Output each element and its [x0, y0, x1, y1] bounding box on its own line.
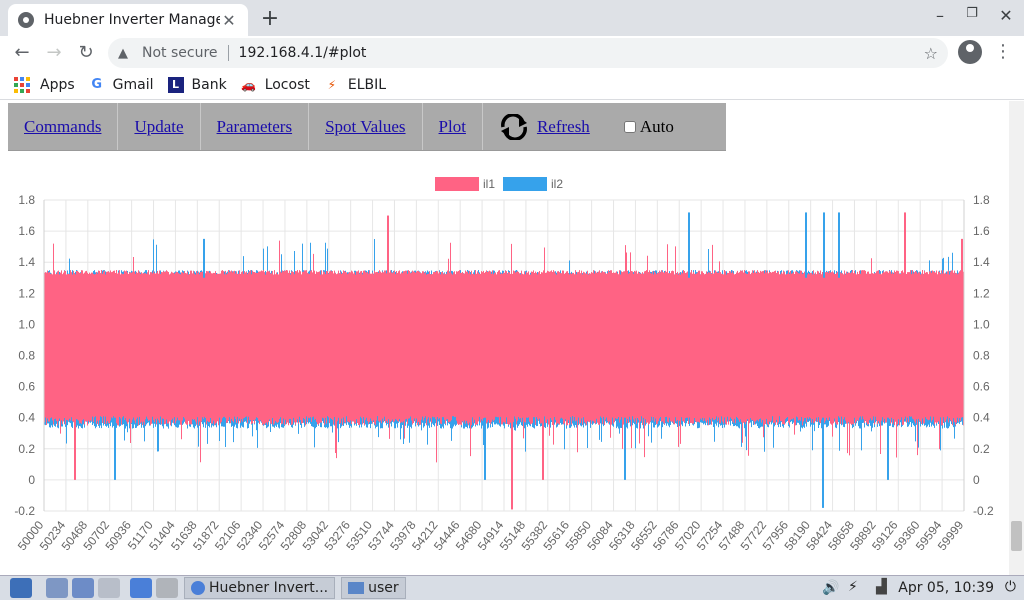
menu-kebab-icon[interactable]: ⋮ [994, 41, 1012, 62]
chart-legend: il1 il2 [435, 177, 563, 191]
chromium-icon[interactable] [130, 578, 152, 598]
browser-toolbar: ← → ↻ ▲ Not secure 192.168.4.1/#plot ☆ [0, 36, 1024, 70]
inverter-nav-menu: Commands Update Parameters Spot Values P… [8, 103, 726, 151]
network-icon[interactable]: ▟ [876, 579, 887, 595]
y-tick-label-right: 1.4 [973, 255, 990, 269]
y-tick-label-left: 1.0 [18, 317, 35, 331]
legend-label: il1 [483, 177, 495, 191]
address-bar[interactable]: ▲ Not secure 192.168.4.1/#plot ☆ [108, 38, 948, 68]
bank-icon: L [167, 76, 184, 93]
y-tick-label-right: 1.8 [973, 193, 990, 207]
y-tick-label-left: 0.2 [18, 442, 35, 456]
y-tick-label-right: 0.2 [973, 442, 990, 456]
nav-plot-link[interactable]: Plot [423, 103, 483, 150]
elbil-icon: ⚡ [327, 77, 337, 92]
close-tab-icon[interactable]: ✕ [222, 11, 236, 30]
y-tick-label-left: 0.6 [18, 380, 35, 394]
auto-checkbox[interactable] [623, 120, 636, 133]
y-tick-label-right: 1.0 [973, 317, 990, 331]
page-scrollbar[interactable] [1009, 101, 1024, 575]
y-tick-label-right: 0 [973, 473, 980, 487]
clock: Apr 05, 10:39 [898, 580, 994, 596]
legend-label: il2 [551, 177, 563, 191]
y-tick-label-left: 1.2 [18, 286, 35, 300]
plot-chart: 1.8 1.8 1.6 1.6 1.4 1.4 1.2 1.2 1.0 1.0 0.8 0.8 0.6 0… [14, 177, 994, 553]
y-tick-label-right: 1.6 [973, 224, 990, 238]
file-manager-icon[interactable] [46, 578, 68, 598]
star-icon[interactable]: ☆ [923, 43, 938, 63]
minimize-button[interactable]: – [936, 6, 944, 25]
legend-swatch [435, 177, 479, 191]
restore-button[interactable]: ❐ [966, 6, 978, 21]
y-tick-label-right: 0.4 [973, 411, 990, 425]
y-tick-label-left: 1.8 [18, 193, 35, 207]
bookmark-elbil[interactable]: ⚡ ELBIL [324, 77, 386, 93]
y-tick-label-right: 0.8 [973, 349, 990, 363]
apps-grid-icon [14, 76, 30, 93]
y-tick-label-left: -0.2 [14, 504, 35, 518]
bookmark-locost[interactable]: 🚗 Locost [241, 77, 310, 93]
browser-tab[interactable]: Huebner Inverter Manage ✕ [8, 4, 248, 36]
bookmark-gmail[interactable]: G Gmail [89, 76, 154, 93]
globe-icon [18, 12, 34, 28]
start-menu-icon[interactable] [10, 578, 32, 598]
bookmark-label: Apps [40, 76, 75, 93]
new-tab-button[interactable]: + [260, 6, 280, 31]
auto-refresh-toggle[interactable]: Auto [623, 103, 674, 150]
url-text[interactable]: 192.168.4.1/#plot [238, 45, 367, 61]
not-secure-label: Not secure [142, 45, 218, 61]
browser-launcher-icon[interactable] [72, 578, 94, 598]
chromium-icon [191, 581, 205, 595]
power-bolt-icon[interactable]: ⚡ [848, 579, 858, 595]
back-arrow-icon[interactable]: ← [14, 42, 30, 63]
refresh-link[interactable]: Refresh [536, 116, 590, 136]
y-tick-label-right: -0.2 [973, 504, 994, 518]
reload-icon[interactable]: ↻ [78, 42, 94, 63]
power-icon[interactable]: ⏻ [1004, 579, 1016, 595]
y-tick-label-left: 0 [28, 473, 35, 487]
y-tick-label-left: 1.4 [18, 255, 35, 269]
tab-title: Huebner Inverter Manage [44, 12, 220, 28]
taskbar-task-browser[interactable]: Huebner Invert... [184, 577, 336, 599]
terminal-icon[interactable] [98, 578, 120, 598]
auto-label: Auto [639, 116, 674, 136]
scrollbar-thumb[interactable] [1011, 521, 1022, 551]
task-label: user [368, 580, 399, 596]
y-tick-label-right: 0.6 [973, 380, 990, 394]
os-taskbar: Huebner Invert... user 🔊 ⚡ ▟ Apr 05, 10:… [0, 575, 1024, 600]
y-tick-label-right: 1.2 [973, 286, 990, 300]
bookmark-label: Gmail [112, 76, 154, 93]
volume-icon[interactable]: 🔊 [822, 580, 840, 596]
divider [227, 45, 229, 61]
page-content: Commands Update Parameters Spot Values P… [0, 101, 1024, 575]
chart-series [44, 212, 964, 510]
bookmarks-bar: Apps G Gmail L Bank 🚗 Locost ⚡ ELBIL [0, 70, 1024, 100]
nav-update-link[interactable]: Update [118, 103, 201, 150]
tab-strip: Huebner Inverter Manage ✕ + – ❐ ✕ [0, 0, 1024, 36]
bookmark-label: ELBIL [347, 76, 387, 93]
y-tick-label-left: 1.6 [18, 224, 35, 238]
car-icon: 🚗 [241, 77, 257, 92]
nav-parameters-link[interactable]: Parameters [201, 103, 310, 150]
taskbar-task-folder[interactable]: user [341, 577, 406, 599]
nav-commands-link[interactable]: Commands [8, 103, 119, 150]
bookmark-apps[interactable]: Apps [14, 76, 75, 93]
y-tick-label-left: 0.4 [18, 411, 35, 425]
profile-avatar-icon[interactable] [958, 40, 982, 64]
bookmark-label: Locost [264, 76, 310, 93]
bookmark-label: Bank [191, 76, 227, 93]
legend-swatch [503, 177, 547, 191]
refresh-control[interactable]: Refresh [483, 103, 606, 150]
refresh-icon [500, 113, 527, 140]
google-icon: G [91, 76, 102, 92]
folder-icon [348, 582, 365, 594]
forward-arrow-icon[interactable]: → [46, 42, 62, 63]
task-label: Huebner Invert... [209, 580, 329, 596]
y-tick-label-left: 0.8 [18, 349, 35, 363]
close-window-button[interactable]: ✕ [999, 6, 1013, 25]
bookmark-bank[interactable]: L Bank [167, 76, 227, 93]
nav-spot-values-link[interactable]: Spot Values [309, 103, 423, 150]
warning-icon: ▲ [118, 45, 128, 61]
workspace-icon[interactable] [156, 578, 178, 598]
